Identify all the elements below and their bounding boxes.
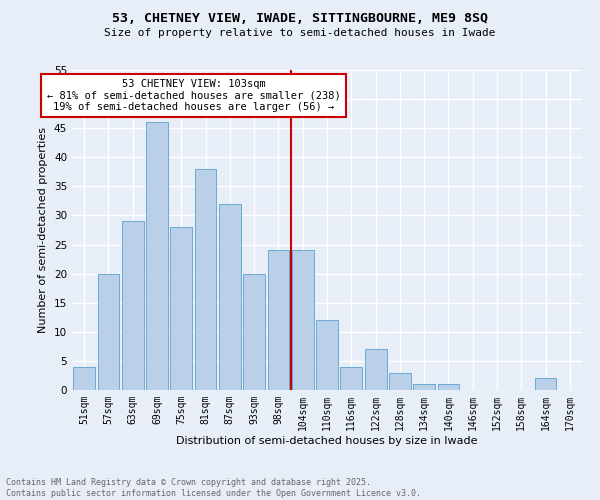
Bar — [268, 250, 289, 390]
Bar — [389, 372, 411, 390]
Y-axis label: Number of semi-detached properties: Number of semi-detached properties — [38, 127, 49, 333]
Bar — [413, 384, 435, 390]
Bar — [437, 384, 460, 390]
Text: Contains HM Land Registry data © Crown copyright and database right 2025.
Contai: Contains HM Land Registry data © Crown c… — [6, 478, 421, 498]
Bar — [122, 222, 143, 390]
Bar — [340, 366, 362, 390]
Bar — [194, 169, 217, 390]
X-axis label: Distribution of semi-detached houses by size in Iwade: Distribution of semi-detached houses by … — [176, 436, 478, 446]
Bar — [535, 378, 556, 390]
Bar — [243, 274, 265, 390]
Bar — [365, 350, 386, 390]
Text: Size of property relative to semi-detached houses in Iwade: Size of property relative to semi-detach… — [104, 28, 496, 38]
Bar — [73, 366, 95, 390]
Bar — [292, 250, 314, 390]
Bar — [170, 227, 192, 390]
Bar — [97, 274, 119, 390]
Bar — [316, 320, 338, 390]
Text: 53 CHETNEY VIEW: 103sqm
← 81% of semi-detached houses are smaller (238)
19% of s: 53 CHETNEY VIEW: 103sqm ← 81% of semi-de… — [47, 78, 340, 112]
Bar — [146, 122, 168, 390]
Bar — [219, 204, 241, 390]
Text: 53, CHETNEY VIEW, IWADE, SITTINGBOURNE, ME9 8SQ: 53, CHETNEY VIEW, IWADE, SITTINGBOURNE, … — [112, 12, 488, 26]
